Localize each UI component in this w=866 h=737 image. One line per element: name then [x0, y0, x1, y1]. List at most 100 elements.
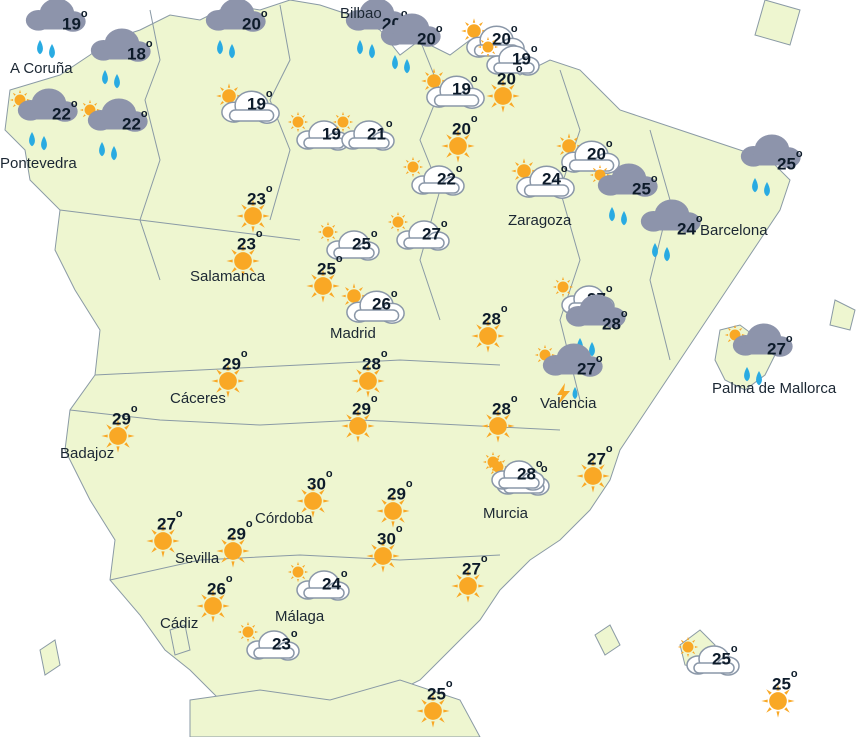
- city-label-cceres: Cáceres: [170, 390, 226, 407]
- weather-icon-point-12: [280, 110, 350, 170]
- temperature-label-22: 23o: [237, 234, 263, 255]
- weather-icon-valencia: [535, 345, 605, 405]
- temperature-label-37: 28o: [522, 469, 548, 490]
- weather-icon-point-6: [470, 35, 540, 95]
- weather-icon-murcia: [480, 455, 550, 515]
- weather-icon-point-13: [325, 110, 395, 170]
- weather-icon-point-1: [85, 30, 155, 90]
- city-label-barcelona: Barcelona: [700, 222, 768, 239]
- weather-icon-point-43: [335, 515, 405, 575]
- temperature-label-48: 23o: [272, 634, 298, 655]
- weather-icon-point-47: [420, 545, 490, 605]
- temperature-label-25: 25o: [317, 259, 343, 280]
- weather-icon-point-11: [205, 80, 275, 140]
- temperature-label-29: 28o: [602, 314, 628, 335]
- weather-icon-point-28: [440, 295, 510, 355]
- weather-icon-point-8: [455, 55, 525, 115]
- weather-icon-point-49: [385, 670, 455, 730]
- weather-icon-point-35: [450, 385, 520, 445]
- temperature-label-46: 24o: [322, 574, 348, 595]
- city-label-zaragoza: Zaragoza: [508, 212, 571, 229]
- temperature-label-5: 20o: [492, 29, 518, 50]
- weather-icon-cceres: [180, 340, 250, 400]
- temperature-label-6: 19o: [512, 49, 538, 70]
- weather-icon-point-29: [560, 300, 630, 360]
- temperature-label-30: 29o: [222, 354, 248, 375]
- temperature-label-9: 22o: [52, 104, 78, 125]
- city-label-a-corua: A Coruña: [10, 60, 73, 77]
- weather-icon-point-10: [80, 100, 150, 160]
- temperature-label-3: 20o: [382, 14, 408, 35]
- temperature-label-47: 27o: [462, 559, 488, 580]
- city-label-bilbao: Bilbao: [340, 5, 382, 22]
- temperature-label-33: 29o: [112, 409, 138, 430]
- temperature-label-41: 27o: [157, 514, 183, 535]
- temperature-label-23: 25o: [352, 234, 378, 255]
- weather-icon-cdiz: [165, 565, 235, 625]
- temperature-label-17: 22o: [437, 169, 463, 190]
- weather-icon-point-51: [730, 660, 800, 720]
- weather-icon-point-7: [410, 65, 480, 125]
- temperature-label-27: 27o: [587, 289, 613, 310]
- weather-icon-point-27: [545, 275, 615, 335]
- weather-icon-point-24: [380, 210, 450, 270]
- city-label-mlaga: Málaga: [275, 608, 324, 625]
- city-label-crdoba: Córdoba: [255, 510, 313, 527]
- temperature-label-11: 19o: [247, 94, 273, 115]
- temperature-label-19: 25o: [632, 179, 658, 200]
- temperature-label-13: 21o: [367, 124, 393, 145]
- temperature-label-40: 29o: [387, 484, 413, 505]
- weather-icon-pontevedra: [10, 90, 80, 150]
- weather-icon-point-34: [310, 385, 380, 445]
- weather-icon-mlaga: [280, 560, 350, 620]
- city-label-sevilla: Sevilla: [175, 550, 219, 567]
- temperature-label-21: 25o: [777, 154, 803, 175]
- temperature-label-2: 20o: [242, 14, 268, 35]
- temperature-label-32: 27o: [577, 359, 603, 380]
- weather-icon-zaragoza: [500, 155, 570, 215]
- temperature-label-26: 26o: [372, 294, 398, 315]
- weather-icon-a-corua: [20, 0, 90, 60]
- city-label-badajoz: Badajoz: [60, 445, 114, 462]
- weather-icon-point-31: [320, 340, 390, 400]
- temperature-label-39: 30o: [307, 474, 333, 495]
- temperature-label-35: 28o: [492, 399, 518, 420]
- temperature-label-20: 24o: [677, 219, 703, 240]
- weather-icon-point-17: [395, 155, 465, 215]
- city-label-valencia: Valencia: [540, 395, 596, 412]
- temperature-label-38: 27o: [767, 339, 793, 360]
- temperature-label-12: 19o: [322, 124, 348, 145]
- temperature-label-50: 25o: [712, 649, 738, 670]
- weather-icon-point-25: [275, 245, 345, 305]
- city-label-palma-de-mallorca: Palma de Mallorca: [712, 380, 836, 397]
- weather-icon-point-44: [475, 450, 545, 510]
- weather-icon-point-15: [545, 130, 615, 190]
- weather-icon-sevilla: [115, 500, 185, 560]
- weather-icon-point-50: [670, 635, 740, 695]
- temperature-label-51: 25o: [772, 674, 798, 695]
- weather-icon-point-21: [735, 140, 805, 200]
- weather-icon-badajoz: [70, 395, 140, 455]
- weather-icon-bilbao: [340, 0, 410, 60]
- temperature-label-24: 27o: [422, 224, 448, 245]
- temperature-label-10: 22o: [122, 114, 148, 135]
- temperature-label-31: 28o: [362, 354, 388, 375]
- temperature-label-28: 28o: [482, 309, 508, 330]
- temperature-label-42: 29o: [227, 524, 253, 545]
- temperature-label-18: 24o: [542, 169, 568, 190]
- temperature-label-34: 29o: [352, 399, 378, 420]
- weather-icon-point-14: [410, 105, 480, 165]
- temperature-label-45: 26o: [207, 579, 233, 600]
- temperature-label-15: 20o: [587, 144, 613, 165]
- weather-icon-crdoba: [265, 460, 335, 520]
- weather-icon-point-2: [200, 0, 270, 60]
- weather-icon-point-19: [590, 165, 660, 225]
- temperature-label-0: 19o: [62, 14, 88, 35]
- temperature-label-4: 20o: [417, 29, 443, 50]
- weather-icon-palma-de-mallorca: [725, 325, 795, 385]
- temperature-label-8: 20o: [497, 69, 523, 90]
- weather-icon-salamanca: [195, 220, 265, 280]
- weather-icon-point-40: [345, 470, 415, 530]
- spain-weather-map: 19o A Coruña 18o 20o 20o Bilbao 20o 20o 19…: [0, 0, 866, 737]
- weather-icon-point-42: [185, 510, 255, 570]
